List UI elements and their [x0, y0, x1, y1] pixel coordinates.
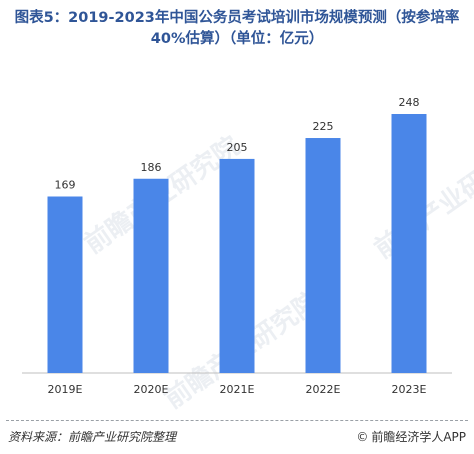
brand-text: 前瞻经济学人APP — [371, 430, 466, 444]
x-tick-label-2021E: 2021E — [220, 383, 255, 396]
x-tick-label-2020E: 2020E — [134, 383, 169, 396]
bar-2021E — [219, 158, 255, 373]
chart-title: 图表5：2019-2023年中国公务员考试培训市场规模预测（按参培率40%估算）… — [14, 10, 460, 47]
data-label-2022E: 225 — [313, 120, 334, 133]
data-label-2019E: 169 — [55, 179, 76, 192]
bar-2023E — [391, 114, 427, 373]
source-note: 资料来源：前瞻产业研究院整理 — [8, 430, 177, 444]
data-label-2023E: 248 — [399, 96, 420, 109]
bar-2019E — [47, 196, 83, 373]
footer-divider — [6, 420, 468, 421]
copyright-icon: © — [356, 429, 369, 444]
x-tick-label-2022E: 2022E — [306, 383, 341, 396]
data-label-2020E: 186 — [141, 161, 162, 174]
bar-2022E — [305, 138, 341, 373]
bar-2020E — [133, 178, 169, 373]
brand-label: © 前瞻经济学人APP — [356, 428, 466, 445]
bar-chart: 169 2019E 186 2020E 205 2021E 225 2022E 248 2023E — [22, 96, 452, 396]
x-tick-label-2019E: 2019E — [48, 383, 83, 396]
data-label-2021E: 205 — [227, 141, 248, 154]
x-tick-label-2023E: 2023E — [392, 383, 427, 396]
